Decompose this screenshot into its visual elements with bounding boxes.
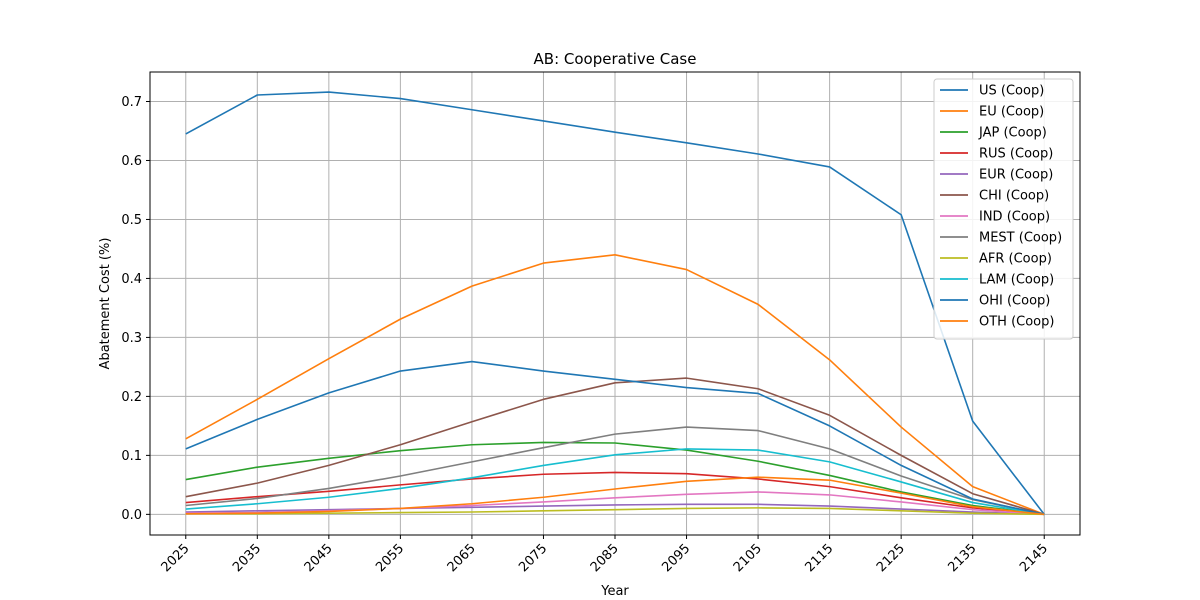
legend-label: OTH (Coop) bbox=[979, 315, 1054, 330]
x-axis-title: Year bbox=[600, 584, 629, 599]
legend-label: CHI (Coop) bbox=[979, 189, 1049, 204]
legend-label: LAM (Coop) bbox=[979, 273, 1054, 288]
series-line bbox=[185, 441, 1045, 516]
legend-label: OHI (Coop) bbox=[979, 294, 1050, 309]
y-axis-title: Abatement Cost (%) bbox=[98, 238, 113, 370]
legend-box bbox=[933, 78, 1074, 340]
series-line bbox=[185, 254, 1045, 516]
y-tick-label: 0.7 bbox=[121, 95, 142, 110]
y-tick-label: 0.4 bbox=[121, 272, 142, 287]
series-line bbox=[185, 448, 1045, 516]
y-tick-label: 0.0 bbox=[121, 508, 142, 523]
y-tick-label: 0.1 bbox=[121, 449, 142, 464]
series-line bbox=[185, 426, 1045, 516]
legend: US (Coop) EU (Coop) JAP (Coop) RUS (Coop) EU… bbox=[933, 78, 1074, 340]
series-lines bbox=[185, 91, 1045, 516]
series-line bbox=[185, 471, 1045, 516]
series-line bbox=[185, 476, 1045, 516]
series-line bbox=[185, 507, 1045, 516]
legend-label: AFR (Coop) bbox=[979, 252, 1052, 267]
series-line bbox=[185, 503, 1045, 516]
series-line bbox=[185, 360, 1045, 516]
series-line bbox=[185, 91, 1045, 515]
y-tick-label: 0.5 bbox=[121, 213, 142, 228]
legend-label: MEST (Coop) bbox=[979, 231, 1062, 246]
legend-label: EU (Coop) bbox=[979, 105, 1044, 120]
legend-label: US (Coop) bbox=[979, 84, 1044, 99]
chart-title: AB: Cooperative Case bbox=[534, 50, 697, 68]
y-axis: 0.0 0.1 0.2 0.3 0.4 0.5 0.6 0.7 bbox=[121, 95, 150, 523]
y-tick-label: 0.2 bbox=[121, 390, 142, 405]
y-tick-label: 0.3 bbox=[121, 331, 142, 346]
legend-label: JAP (Coop) bbox=[978, 126, 1047, 141]
legend-label: RUS (Coop) bbox=[979, 147, 1053, 162]
series-line bbox=[185, 377, 1045, 516]
legend-label: IND (Coop) bbox=[979, 210, 1050, 225]
y-tick-label: 0.6 bbox=[121, 154, 142, 169]
legend-label: EUR (Coop) bbox=[979, 168, 1053, 183]
